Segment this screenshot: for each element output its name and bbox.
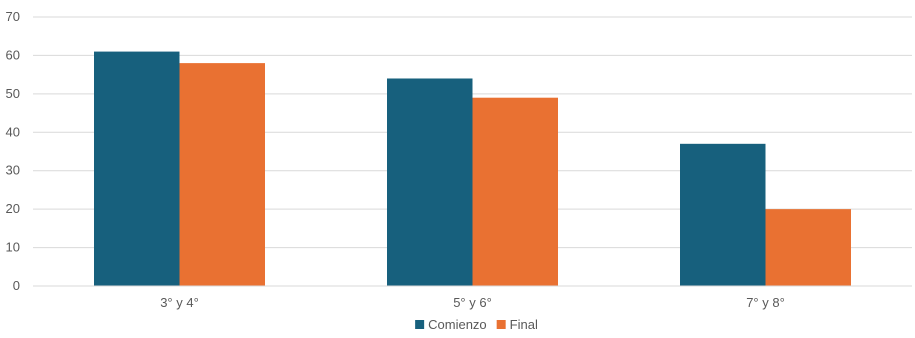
legend-item-comienzo: Comienzo (415, 317, 487, 332)
legend-label: Final (510, 317, 538, 332)
y-tick-label: 0 (13, 278, 20, 293)
x-tick-label: 5° y 6° (453, 295, 492, 310)
bar-comienzo-1 (94, 51, 180, 287)
y-tick-label: 70 (6, 9, 20, 24)
y-tick-label: 20 (6, 201, 20, 216)
bars (94, 51, 851, 287)
x-tick-label: 3° y 4° (160, 295, 199, 310)
y-tick-label: 30 (6, 163, 20, 178)
x-tick-label: 7° y 8° (746, 295, 785, 310)
y-axis-tick-labels: 0 10 20 30 40 50 60 70 (6, 9, 20, 293)
bar-final-1 (179, 63, 265, 286)
legend-swatch (496, 320, 506, 329)
bar-comienzo-3 (680, 143, 766, 286)
legend: Comienzo Final (415, 317, 538, 332)
y-tick-label: 50 (6, 86, 20, 101)
y-tick-label: 60 (6, 47, 20, 62)
bar-final-2 (472, 97, 558, 286)
y-tick-label: 40 (6, 124, 20, 139)
legend-label: Comienzo (428, 317, 487, 332)
bar-final-3 (765, 209, 851, 286)
bar-comienzo-2 (387, 78, 473, 286)
y-tick-label: 10 (6, 240, 20, 255)
legend-item-final: Final (496, 317, 538, 332)
x-axis-tick-labels: 3° y 4° 5° y 6° 7° y 8° (160, 295, 785, 310)
legend-swatch (415, 320, 425, 329)
